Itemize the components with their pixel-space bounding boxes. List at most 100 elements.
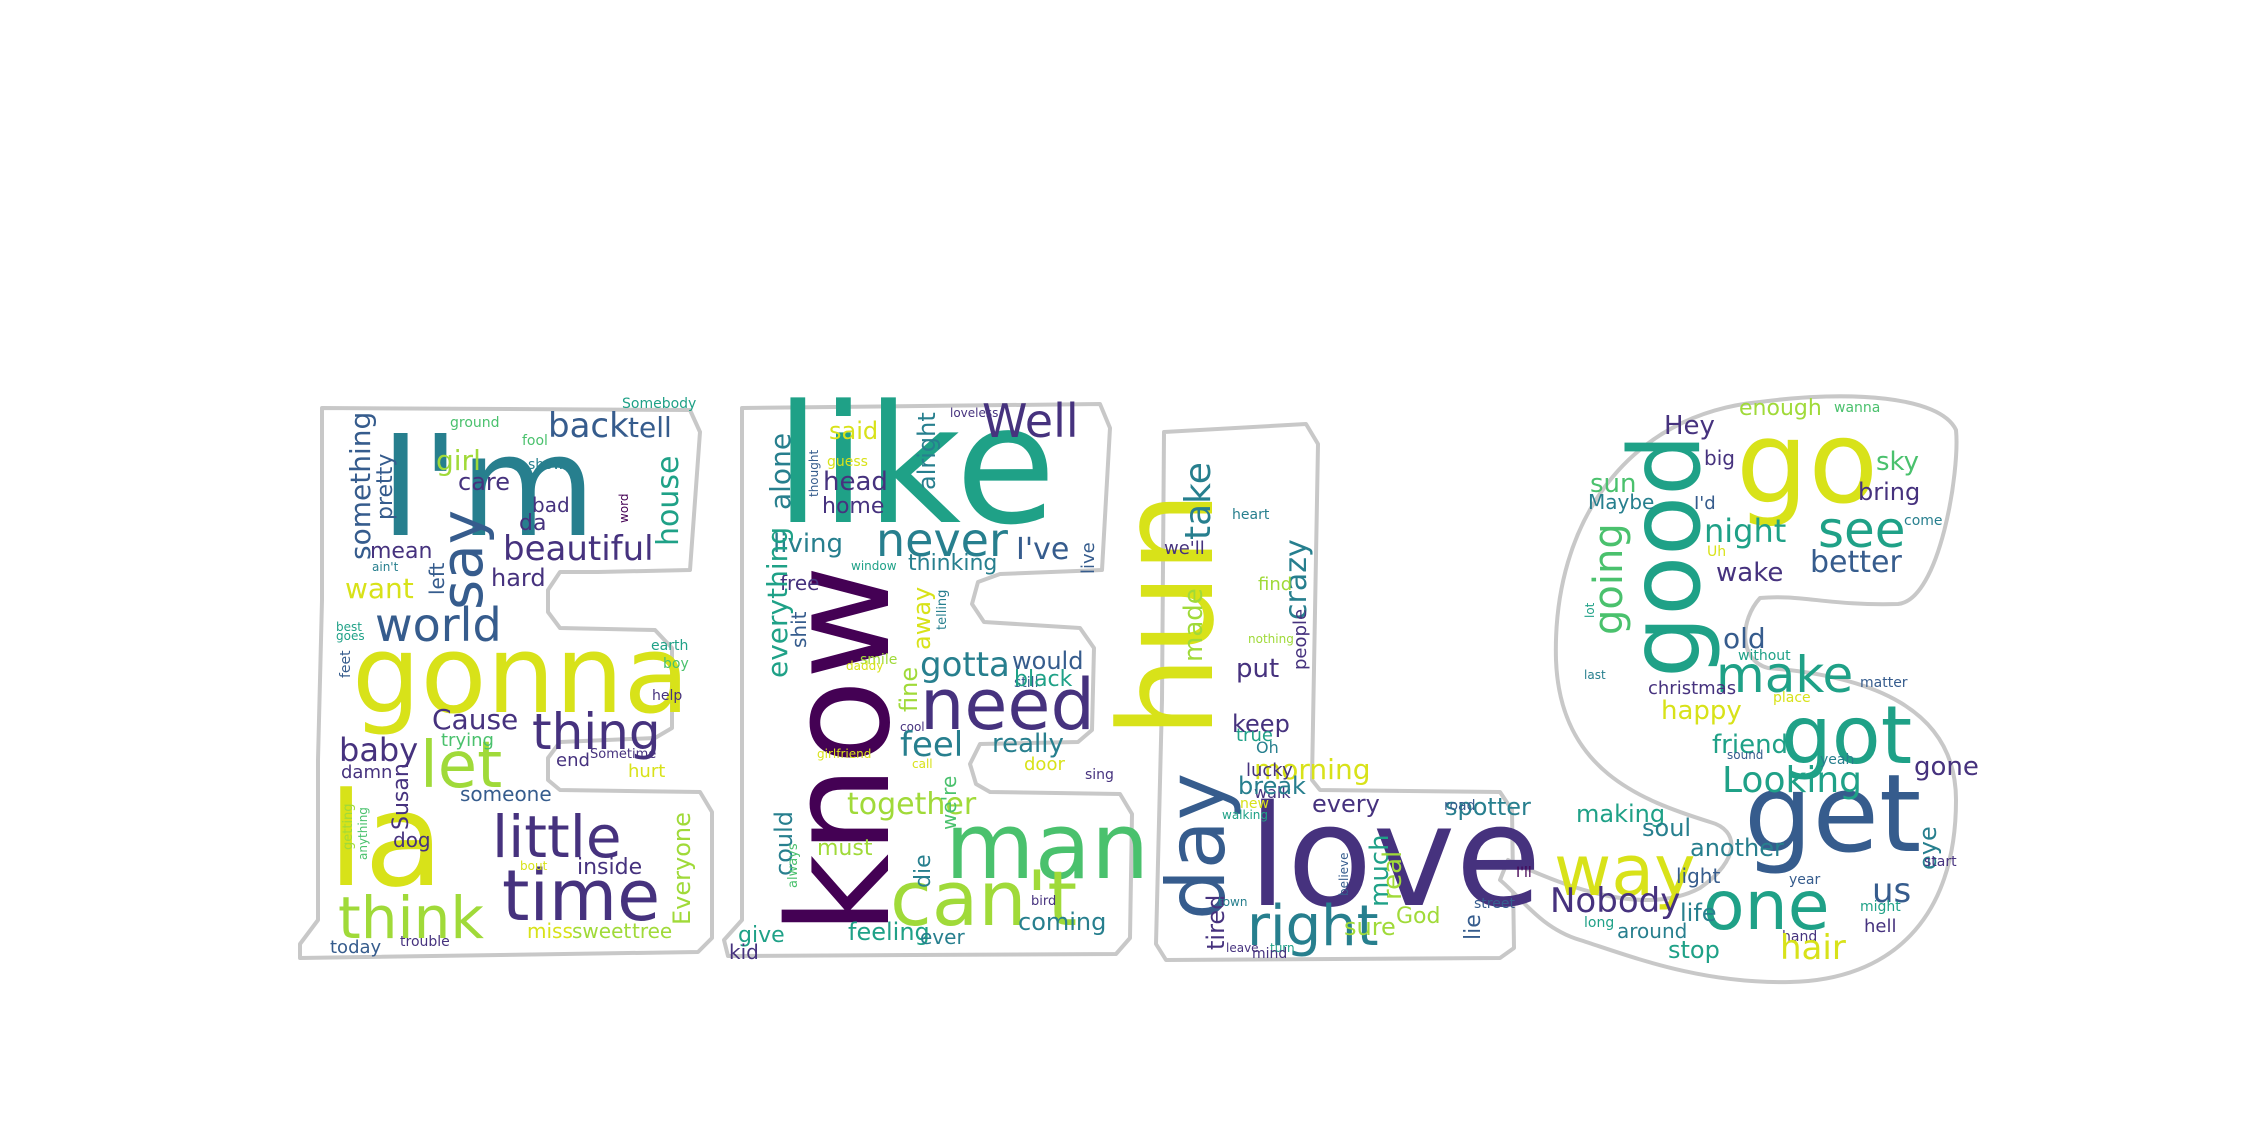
word-90: door xyxy=(1024,754,1065,775)
word-116: made xyxy=(1179,588,1209,662)
word-19: Somebody xyxy=(622,396,696,412)
word-47: dog xyxy=(393,828,431,852)
word-180: making xyxy=(1576,800,1665,828)
word-89: really xyxy=(992,729,1064,759)
word-149: one xyxy=(1703,867,1830,946)
word-118: nothing xyxy=(1248,632,1294,646)
word-1: gonna xyxy=(352,613,690,738)
word-54: today xyxy=(330,937,382,958)
word-85: fine xyxy=(895,667,923,712)
word-56: like xyxy=(775,370,1056,561)
word-143: mind xyxy=(1252,946,1287,962)
word-49: bout xyxy=(520,859,548,873)
word-138: town xyxy=(1218,895,1247,909)
word-167: wake xyxy=(1716,558,1783,588)
word-69: alone xyxy=(764,433,797,510)
letter-outlines xyxy=(298,394,1959,985)
word-67: home xyxy=(822,494,884,519)
word-37: trying xyxy=(441,730,494,751)
word-64: said xyxy=(829,417,878,445)
word-84: black xyxy=(1014,667,1073,692)
word-96: always xyxy=(786,843,801,888)
word-162: Maybe xyxy=(1588,490,1654,514)
word-161: sun xyxy=(1590,469,1637,499)
word-119: put xyxy=(1236,654,1279,684)
word-27: left xyxy=(425,562,449,595)
word-52: sweet xyxy=(572,919,631,943)
word-97: we're xyxy=(937,776,961,830)
word-17: ground xyxy=(450,415,500,431)
word-166: Uh xyxy=(1707,544,1726,560)
word-3: think xyxy=(338,884,484,952)
word-98: die xyxy=(911,854,936,888)
word-42: damn xyxy=(341,762,392,783)
word-20: show xyxy=(528,457,564,473)
word-154: night xyxy=(1704,512,1786,550)
word-28: hard xyxy=(491,564,546,592)
word-141: leave xyxy=(1226,941,1259,955)
word-6: let xyxy=(420,729,502,803)
word-33: earth xyxy=(651,638,688,654)
word-86: daddy xyxy=(846,659,883,673)
word-190: life xyxy=(1680,899,1717,927)
word-71: living xyxy=(773,529,843,559)
word-155: better xyxy=(1810,545,1902,580)
word-195: hand xyxy=(1782,929,1817,945)
word-59: can't xyxy=(890,854,1077,943)
word-77: telling xyxy=(935,590,950,630)
word-135: believe xyxy=(1337,852,1351,896)
word-99: must xyxy=(817,836,873,861)
word-29: want xyxy=(345,572,414,605)
word-156: Hey xyxy=(1664,411,1715,441)
word-65: guess xyxy=(827,454,868,470)
word-136: real xyxy=(1378,851,1408,900)
word-122: morning xyxy=(1254,753,1370,786)
word-26: ain't xyxy=(372,560,399,574)
word-189: I'll xyxy=(1516,865,1532,881)
word-70: thought xyxy=(807,450,821,497)
word-184: light xyxy=(1676,864,1720,888)
word-129: walking xyxy=(1222,808,1268,822)
word-5: little xyxy=(492,803,622,871)
word-46: anything xyxy=(356,807,370,860)
word-147: got xyxy=(1781,689,1912,782)
word-126: new xyxy=(1240,796,1269,812)
letter-outline-2 xyxy=(722,402,1134,958)
word-11: back xyxy=(548,406,629,446)
word-191: might xyxy=(1860,899,1901,915)
word-196: stop xyxy=(1668,936,1720,964)
word-112: heart xyxy=(1232,507,1270,523)
word-12: tell xyxy=(628,411,672,444)
word-15: something xyxy=(344,412,377,560)
word-24: house xyxy=(651,456,686,546)
word-60: need xyxy=(920,664,1095,746)
word-181: soul xyxy=(1642,814,1691,842)
word-106: loveless xyxy=(950,406,998,420)
word-0: I'm xyxy=(380,406,596,569)
word-66: head xyxy=(823,467,888,497)
word-81: gotta xyxy=(920,645,1010,685)
word-168: lot xyxy=(1583,602,1597,618)
word-164: bring xyxy=(1858,478,1920,506)
word-8: world xyxy=(375,598,502,652)
word-68: alright xyxy=(913,412,941,490)
word-76: away xyxy=(908,587,936,650)
word-34: boy xyxy=(663,656,689,672)
word-170: without xyxy=(1738,648,1791,664)
word-41: hurt xyxy=(628,761,665,782)
word-75: free xyxy=(780,571,819,595)
word-44: someone xyxy=(460,782,552,806)
word-137: lie xyxy=(1461,914,1486,940)
word-131: much xyxy=(1365,834,1395,907)
word-134: road xyxy=(1444,798,1475,814)
word-43: Susan xyxy=(389,763,414,830)
word-74: thinking xyxy=(908,551,997,576)
word-57: know xyxy=(759,565,922,935)
word-158: wanna xyxy=(1834,400,1880,416)
word-123: Oh xyxy=(1256,738,1279,757)
word-114: crazy xyxy=(1279,539,1314,620)
word-61: Well xyxy=(982,394,1079,448)
word-178: yeah xyxy=(1820,752,1854,768)
word-128: break xyxy=(1238,772,1306,800)
